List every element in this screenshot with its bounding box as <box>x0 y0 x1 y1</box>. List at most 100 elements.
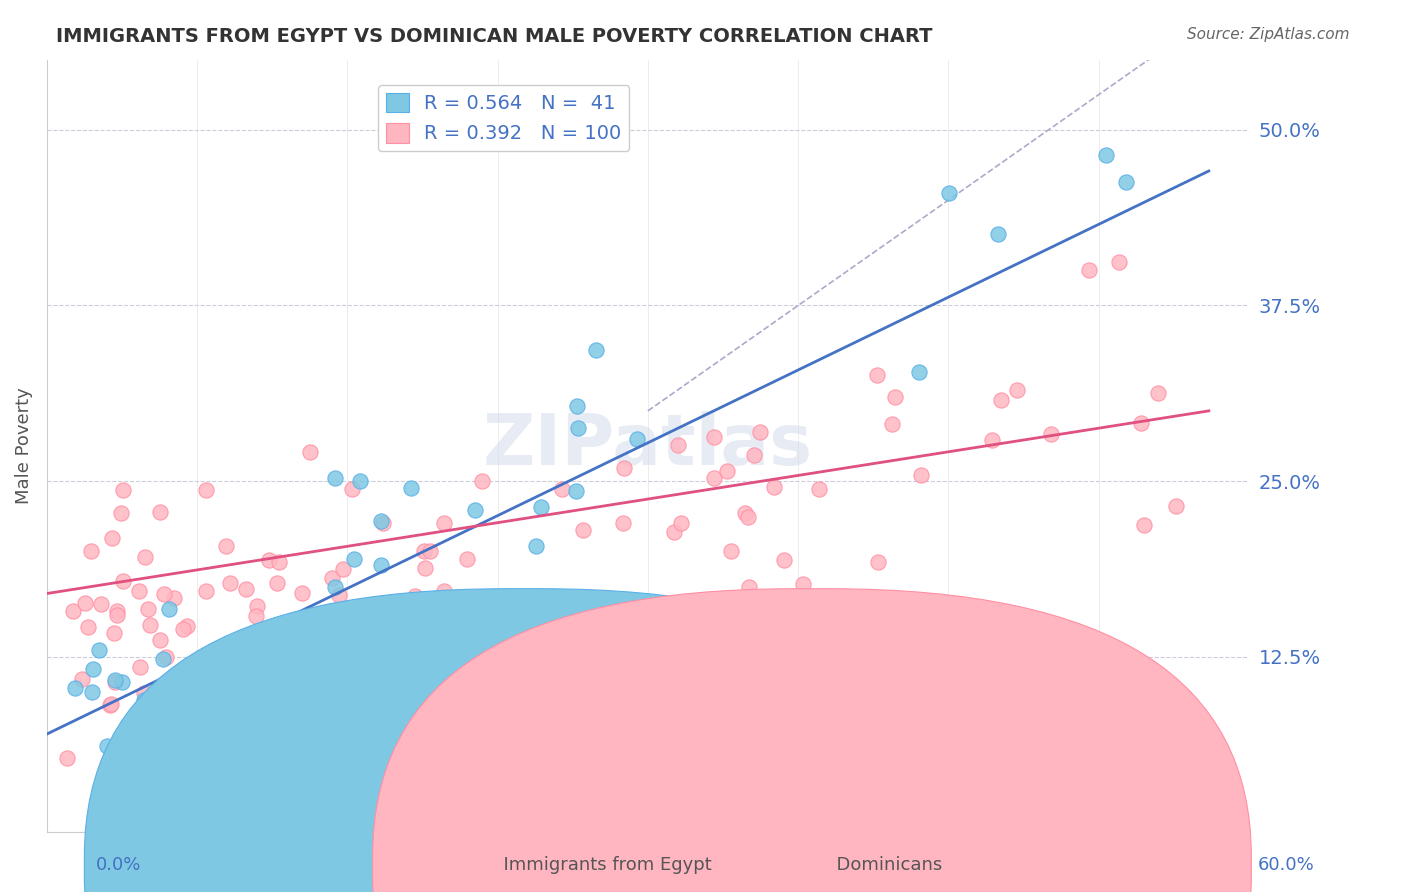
Point <box>503 627 526 641</box>
Point <box>128 584 150 599</box>
Point <box>662 524 685 539</box>
Point <box>266 576 288 591</box>
Point <box>413 544 436 558</box>
Point <box>257 553 280 567</box>
Point <box>328 588 350 602</box>
Point <box>323 471 346 485</box>
Point <box>1095 148 1118 162</box>
Point <box>111 731 134 745</box>
Point <box>105 604 128 618</box>
Point <box>792 577 814 591</box>
Point <box>797 769 820 783</box>
Point <box>117 769 139 783</box>
Point <box>62 604 84 618</box>
Point <box>110 506 132 520</box>
FancyBboxPatch shape <box>373 589 1251 892</box>
Point <box>987 227 1010 241</box>
Point <box>612 516 634 530</box>
Point <box>215 540 238 554</box>
Point <box>990 392 1012 407</box>
Text: Immigrants from Egypt: Immigrants from Egypt <box>470 855 711 873</box>
Y-axis label: Male Poverty: Male Poverty <box>15 388 32 504</box>
Point <box>703 430 725 444</box>
Point <box>111 483 134 498</box>
Point <box>124 737 146 751</box>
Point <box>585 343 607 357</box>
Point <box>666 437 689 451</box>
Point <box>250 657 273 671</box>
Point <box>716 464 738 478</box>
Point <box>413 561 436 575</box>
Point <box>194 584 217 599</box>
Point <box>149 632 172 647</box>
Point <box>371 516 394 530</box>
Point <box>87 643 110 657</box>
Point <box>82 662 104 676</box>
Point <box>176 618 198 632</box>
Point <box>321 571 343 585</box>
Point <box>115 769 138 783</box>
Point <box>1077 263 1099 277</box>
Point <box>866 555 889 569</box>
Point <box>1005 384 1028 398</box>
Point <box>172 622 194 636</box>
Point <box>193 649 215 664</box>
Point <box>218 575 240 590</box>
Point <box>163 591 186 605</box>
Point <box>96 739 118 753</box>
FancyBboxPatch shape <box>84 589 963 892</box>
Point <box>749 425 772 439</box>
Point <box>245 608 267 623</box>
Point <box>432 584 454 599</box>
Point <box>101 531 124 545</box>
Point <box>1147 386 1170 401</box>
Point <box>626 432 648 446</box>
Point <box>720 544 742 558</box>
Point <box>340 482 363 496</box>
Point <box>157 602 180 616</box>
Point <box>134 549 156 564</box>
Point <box>551 482 574 496</box>
Point <box>1133 517 1156 532</box>
Point <box>866 368 889 382</box>
Point <box>1039 426 1062 441</box>
Point <box>370 514 392 528</box>
Text: IMMIGRANTS FROM EGYPT VS DOMINICAN MALE POVERTY CORRELATION CHART: IMMIGRANTS FROM EGYPT VS DOMINICAN MALE … <box>56 27 932 45</box>
Point <box>808 483 831 497</box>
Point <box>404 589 426 603</box>
Point <box>981 434 1004 448</box>
Point <box>763 479 786 493</box>
Point <box>1108 255 1130 269</box>
Point <box>772 552 794 566</box>
Point <box>343 552 366 566</box>
Point <box>349 475 371 489</box>
Point <box>530 500 553 515</box>
Point <box>267 555 290 569</box>
Point <box>235 582 257 596</box>
Point <box>283 648 305 662</box>
Point <box>370 558 392 573</box>
Point <box>299 444 322 458</box>
Text: Source: ZipAtlas.com: Source: ZipAtlas.com <box>1187 27 1350 42</box>
Legend: R = 0.564   N =  41, R = 0.392   N = 100: R = 0.564 N = 41, R = 0.392 N = 100 <box>378 85 630 151</box>
Point <box>882 417 904 431</box>
Point <box>323 580 346 594</box>
Point <box>136 602 159 616</box>
Point <box>98 698 121 713</box>
Point <box>111 675 134 690</box>
Point <box>938 186 960 201</box>
Point <box>456 551 478 566</box>
Point <box>883 390 905 404</box>
Point <box>734 506 756 520</box>
Text: ZIPatlas: ZIPatlas <box>482 411 813 481</box>
Point <box>565 399 588 413</box>
Point <box>80 544 103 558</box>
Point <box>887 617 910 632</box>
Point <box>401 481 423 495</box>
Point <box>100 697 122 711</box>
Point <box>433 516 456 530</box>
Point <box>742 448 765 462</box>
Point <box>274 623 297 637</box>
Point <box>195 483 218 498</box>
Point <box>139 617 162 632</box>
